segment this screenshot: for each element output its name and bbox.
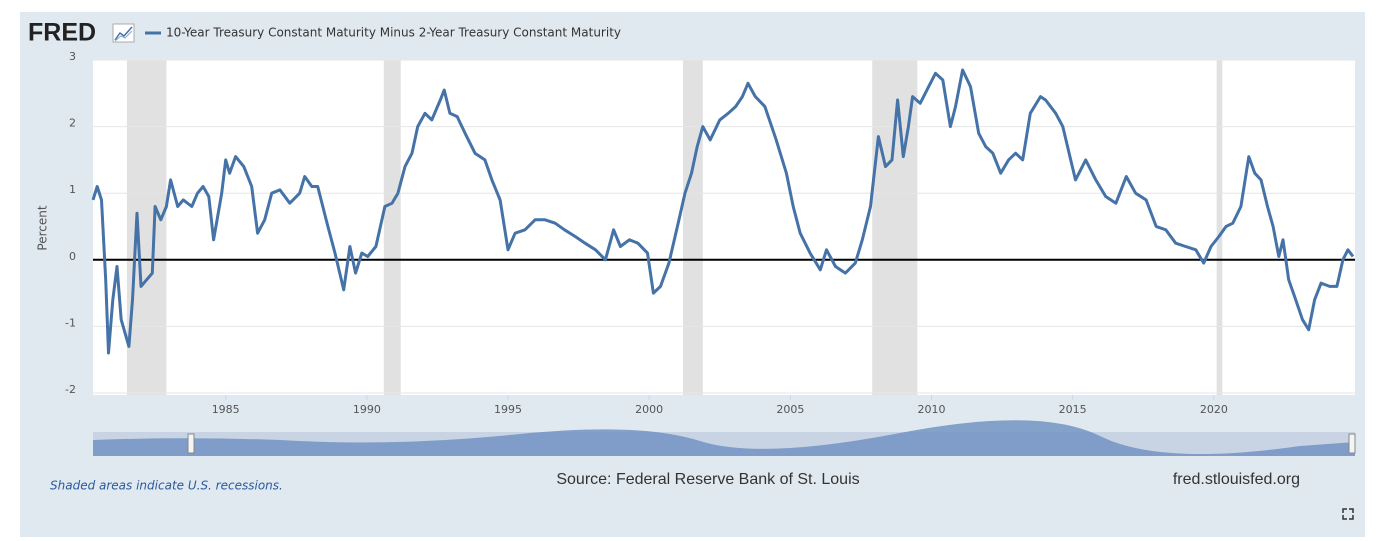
x-tick-label: 1985	[212, 403, 240, 416]
x-tick-label: 2000	[635, 403, 663, 416]
recession-band	[1216, 60, 1223, 395]
recession-band	[383, 60, 401, 395]
site-url: fred.stlouisfed.org	[1173, 471, 1300, 488]
y-tick-label: 3	[69, 50, 76, 63]
y-tick-label: 1	[69, 183, 76, 196]
x-tick-label: 1995	[494, 403, 522, 416]
y-tick-label: -1	[65, 316, 76, 329]
series-line	[91, 68, 1355, 355]
y-tick-label: 2	[69, 117, 76, 130]
recession-band	[126, 60, 167, 395]
plot: -2 -1 0 1 2 3 1985 1990 1995 2000 2005 2010 2015 2020	[65, 50, 1355, 416]
x-tick-label: 2015	[1059, 403, 1087, 416]
fullscreen-icon[interactable]	[1342, 508, 1354, 520]
navigator	[93, 420, 1356, 456]
x-tick-label: 2010	[918, 403, 946, 416]
x-tick-label: 1990	[353, 403, 381, 416]
x-tick-label: 2020	[1200, 403, 1228, 416]
logo: FRED	[28, 19, 96, 47]
y-axis-label: Percent	[36, 205, 50, 250]
source: Source: Federal Reserve Bank of St. Loui…	[556, 471, 859, 488]
recession-note: Shaded areas indicate U.S. recessions.	[50, 479, 283, 493]
legend-label: 10-Year Treasury Constant Maturity Minus…	[166, 26, 621, 40]
recession-band	[683, 60, 703, 395]
y-tick-label: 0	[69, 250, 76, 263]
plot-area	[93, 60, 1355, 395]
logo-icon	[112, 23, 135, 43]
y-tick-label: -2	[65, 383, 76, 396]
x-tick-label: 2005	[776, 403, 804, 416]
